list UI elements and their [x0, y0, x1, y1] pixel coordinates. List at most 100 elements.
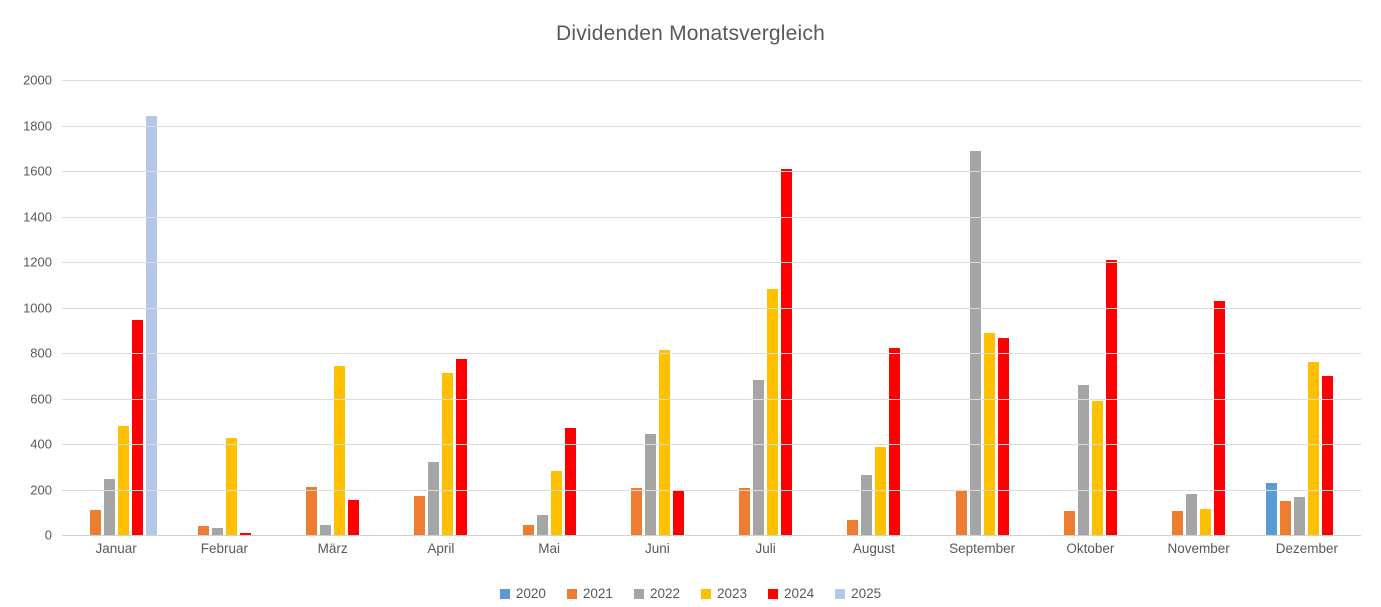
bar-slot: [1280, 80, 1292, 535]
month-group-mai: [495, 80, 603, 535]
bar-2023-mai: [550, 471, 562, 535]
gridline-1200: [62, 262, 1361, 263]
bar-2023-juni: [658, 349, 670, 535]
gridline-800: [62, 353, 1361, 354]
bar-2024-februar: [239, 532, 251, 535]
gridline-1400: [62, 216, 1361, 218]
legend-swatch-2021: [566, 588, 577, 599]
x-tick-label-januar: Januar: [95, 541, 137, 556]
bar-slot: [1172, 80, 1184, 535]
bar-slot: [414, 80, 426, 535]
bar-2023-oktober: [1091, 400, 1103, 535]
gridline-400: [62, 444, 1361, 445]
bar-slot: [672, 80, 684, 535]
bar-2020-dezember: [1266, 482, 1278, 535]
bar-slot: [550, 80, 562, 535]
bar-2021-februar: [197, 525, 209, 535]
legend: 2020 2021 2022 2023 2024 2025: [0, 586, 1381, 601]
bar-slot: [522, 80, 534, 535]
bar-slot: [767, 80, 779, 535]
bar-slot: [306, 80, 318, 535]
month-group-november: [1145, 80, 1253, 535]
bar-slot: [103, 80, 115, 535]
bar-2024-mai: [564, 428, 576, 535]
bar-slot: [225, 80, 237, 535]
bar-slot: [861, 80, 873, 535]
bar-slot: [875, 80, 887, 535]
y-tick-label-200: 200: [30, 482, 52, 497]
x-tick-label-august: August: [852, 541, 895, 556]
bar-2023-märz: [334, 365, 346, 535]
x-tick-label-september: September: [949, 541, 1016, 556]
gridline-1000: [62, 307, 1361, 309]
bar-slot: [739, 80, 751, 535]
legend-swatch-2020: [499, 588, 510, 599]
bar-slot: [536, 80, 548, 535]
legend-swatch-2022: [633, 588, 644, 599]
bar-2024-januar: [131, 320, 143, 535]
bar-2022-september: [969, 150, 981, 535]
bar-slot: [117, 80, 129, 535]
gridline-2000: [62, 80, 1361, 81]
bar-2021-august: [847, 520, 859, 535]
legend-swatch-2023: [701, 588, 711, 599]
bar-row: [62, 80, 1361, 535]
bar-slot: [428, 80, 440, 535]
month-group-oktober: [1036, 80, 1144, 535]
bar-slot: [753, 80, 765, 535]
month-group-februar: [170, 80, 278, 535]
bar-2023-januar: [117, 425, 129, 535]
bar-slot: [456, 80, 468, 535]
gridline-200: [62, 489, 1361, 491]
legend-item-2024: 2024: [768, 586, 814, 601]
y-tick-label-800: 800: [30, 345, 52, 361]
bar-2022-juli: [753, 380, 765, 535]
bar-2021-märz: [306, 487, 318, 535]
bar-2021-juni: [630, 488, 642, 535]
bar-2022-juni: [644, 433, 656, 535]
x-tick-label-juli: Juli: [755, 541, 776, 556]
bar-slot: [334, 80, 346, 535]
legend-item-2022: 2022: [633, 586, 680, 601]
x-tick-label-november: November: [1167, 541, 1230, 556]
bar-slot: [997, 80, 1009, 535]
y-tick-label-1200: 1200: [23, 254, 52, 270]
month-group-märz: [279, 80, 387, 535]
bar-2022-oktober: [1077, 384, 1089, 535]
x-tick-label-dezember: Dezember: [1275, 541, 1339, 556]
bar-2024-september: [997, 338, 1009, 535]
bar-slot: [564, 80, 576, 535]
legend-swatch-2025: [835, 588, 846, 599]
legend-label-2021: 2021: [582, 586, 613, 601]
month-group-juni: [603, 80, 711, 535]
bar-2024-juli: [781, 168, 793, 535]
bar-slot: [1322, 80, 1334, 535]
gridline-1600: [62, 171, 1361, 172]
bar-2022-november: [1186, 494, 1198, 535]
legend-label-2024: 2024: [784, 586, 815, 601]
legend-label-2025: 2025: [851, 586, 882, 601]
bar-2025-januar: [145, 116, 157, 535]
bar-2021-juli: [739, 488, 751, 535]
y-tick-label-0: 0: [44, 527, 52, 543]
legend-swatch-2024: [768, 588, 779, 599]
chart-title: Dividenden Monatsvergleich: [555, 22, 825, 45]
x-tick-label-märz: März: [317, 541, 348, 556]
bar-slot: [847, 80, 859, 535]
x-tick-label-oktober: Oktober: [1066, 541, 1115, 556]
bar-slot: [1294, 80, 1306, 535]
bar-slot: [348, 80, 360, 535]
bar-slot: [1308, 80, 1320, 535]
bar-2022-märz: [320, 524, 332, 535]
bar-2024-november: [1214, 300, 1226, 535]
bar-slot: [1063, 80, 1075, 535]
bar-2021-september: [955, 490, 967, 535]
bar-2022-dezember: [1294, 497, 1306, 535]
bar-2023-april: [442, 373, 454, 535]
bar-slot: [1105, 80, 1117, 535]
bar-slot: [145, 80, 157, 535]
y-tick-label-1400: 1400: [23, 209, 52, 224]
bar-slot: [1186, 80, 1198, 535]
bar-2021-dezember: [1280, 500, 1292, 535]
